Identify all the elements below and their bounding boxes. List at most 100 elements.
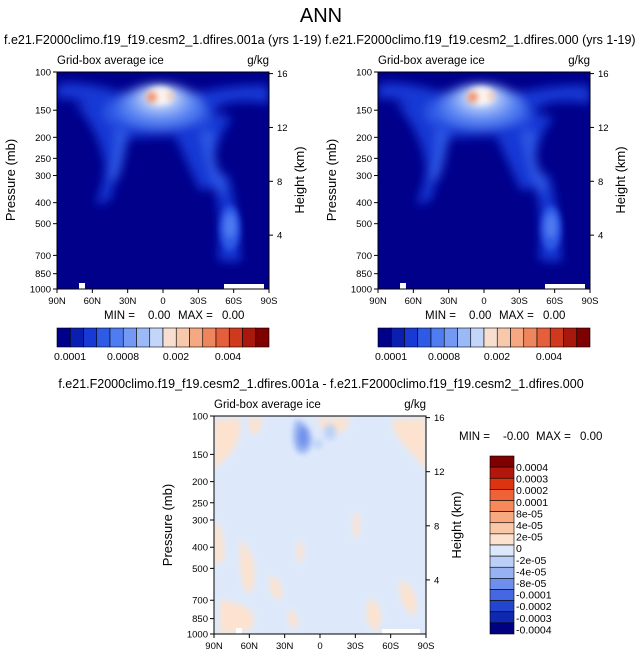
colorbar-swatch: [69, 327, 84, 348]
colorbar-swatch: [457, 327, 472, 348]
panel-1-min-value: 0.00: [148, 310, 170, 322]
panel-1-xtick-label: 90S: [261, 296, 278, 307]
colorbar-swatch: [496, 327, 511, 348]
panel-1-ytick-label: 400: [35, 198, 51, 209]
colorbar-1-label: 0.0008: [107, 351, 139, 363]
colorbar-1-label: 0.002: [163, 351, 189, 363]
panel-1-ytick-right-label: 8: [277, 177, 282, 188]
panel-2-ytick-label: 100: [356, 68, 372, 79]
panel-2-min-value: 0.00: [469, 310, 491, 322]
panel-3-xtick-label: 60S: [382, 641, 399, 652]
panel-1-ytick-label: 150: [35, 106, 51, 117]
panel-1-missing-data: [224, 284, 264, 289]
colorbar-swatch: [576, 327, 591, 348]
panel-2-axes: 90N 60N 30N 0 30S 60S 90S 100 150 200 250 300 400 500…: [351, 68, 609, 308]
colorbar-2-label: 0.002: [484, 351, 510, 363]
colorbar-swatch: [489, 578, 515, 590]
colorbar-3-label: 2e-05: [516, 532, 543, 544]
panel-2-xtick-label: 0: [481, 296, 486, 307]
panel-3-xtick-label: 30S: [347, 641, 364, 652]
colorbar-swatch: [489, 600, 515, 613]
panel-1-ytick-label: 850: [35, 269, 51, 280]
colorbar-swatch: [470, 327, 485, 348]
colorbar-swatch: [563, 327, 578, 348]
panel-2-xtick-label: 60N: [405, 296, 423, 307]
colorbar-3-label: -0.0003: [516, 613, 552, 625]
panel-3-ytick-label: 300: [192, 516, 208, 527]
panel-3-missing-data: [236, 628, 242, 634]
panel-1-ytick-label: 1000: [30, 285, 51, 296]
panel-2-ytick-label: 150: [356, 106, 372, 117]
panel-3-field: [214, 416, 426, 634]
colorbar-3-label: 0.0001: [516, 497, 548, 509]
colorbar-swatch: [242, 327, 257, 348]
colorbar-swatch: [215, 327, 230, 348]
panel-2-title: f.e21.F2000climo.f19_f19.cesm2_1.dfires.…: [325, 33, 636, 47]
panel-difference: f.e21.F2000climo.f19_f19.cesm2_1.dfires.…: [58, 377, 602, 652]
panel-2-missing-data: [545, 284, 585, 289]
panel-1-units: g/kg: [247, 55, 269, 67]
colorbar-swatch: [417, 327, 432, 348]
colorbar-swatch: [430, 327, 445, 348]
panel-3-ytick-label: 100: [192, 412, 208, 423]
colorbar-swatch: [255, 327, 270, 348]
colorbar-3-label: -0.0004: [516, 624, 552, 636]
panel-1-colorbar: [56, 327, 270, 348]
panel-2-ytick-label: 400: [356, 198, 372, 209]
panel-3-min-label: MIN =: [459, 431, 490, 443]
panel-1-max-value: 0.00: [222, 310, 244, 322]
panel-3-ytick-label: 850: [192, 614, 208, 625]
colorbar-1-label: 0.0001: [54, 351, 86, 363]
panel-3-ytick-label: 150: [192, 450, 208, 461]
colorbar-swatch: [136, 327, 151, 348]
panel-3-ytick-label: 200: [192, 477, 208, 488]
colorbar-swatch: [175, 327, 190, 348]
panel-2-ytick-label: 1000: [351, 285, 372, 296]
panel-3-ylabel-right: Height (km): [449, 491, 464, 558]
colorbar-swatch: [122, 327, 137, 348]
colorbar-3-label: 0: [516, 543, 522, 555]
colorbar-swatch: [83, 327, 98, 348]
colorbar-3-label: -0.0001: [516, 590, 552, 602]
colorbar-swatch: [489, 555, 515, 568]
panel-3-ytick-label: 250: [192, 498, 208, 509]
colorbar-swatch: [162, 327, 177, 348]
colorbar-swatch: [483, 327, 498, 348]
panel-1-ytick-label: 300: [35, 171, 51, 182]
colorbar-swatch: [489, 533, 515, 546]
panel-3-max-label: MAX =: [536, 431, 571, 443]
colorbar-swatch: [489, 500, 515, 512]
panel-2-ytick-label: 700: [356, 251, 372, 262]
panel-3-colorbar: [489, 455, 515, 635]
panel-3-units: g/kg: [404, 399, 426, 411]
panel-2-xtick-label: 30S: [511, 296, 528, 307]
panel-1-xtick-label: 90N: [48, 296, 66, 307]
panel-1-ytick-label: 100: [35, 68, 51, 79]
panel-2-ytick-right-label: 4: [598, 231, 603, 242]
panel-2-ytick-right-label: 12: [598, 123, 609, 134]
panel-1-field: [57, 72, 269, 289]
panel-2-ytick-right-label: 8: [598, 177, 603, 188]
panel-3-title: f.e21.F2000climo.f19_f19.cesm2_1.dfires.…: [58, 377, 583, 391]
panel-1-ytick-label: 500: [35, 219, 51, 230]
panel-2-field: [378, 72, 590, 289]
page-title: ANN: [300, 5, 342, 27]
panel-1-ytick-label: 700: [35, 251, 51, 262]
panel-3-xtick-label: 90S: [418, 641, 435, 652]
panel-2-ytick-right-label: 16: [598, 69, 609, 80]
panel-1-ylabel-right: Height (km): [292, 146, 307, 213]
panel-2-ytick-label: 200: [356, 133, 372, 144]
colorbar-swatch: [489, 611, 515, 624]
panel-1-ylabel: Pressure (mb): [3, 139, 18, 221]
colorbar-3-label: -4e-05: [516, 566, 547, 578]
panel-1-min-label: MIN =: [104, 310, 135, 322]
panel-3-ytick-right-label: 12: [434, 467, 445, 478]
colorbar-swatch: [96, 327, 111, 348]
colorbar-2-label: 0.0001: [375, 351, 407, 363]
panel-3-max-value: 0.00: [580, 431, 602, 443]
panel-1-ytick-right-label: 4: [277, 231, 282, 242]
colorbar-swatch: [489, 522, 515, 535]
panel-1-ytick-right-label: 12: [277, 123, 288, 134]
colorbar-3-label: -8e-05: [516, 578, 547, 590]
